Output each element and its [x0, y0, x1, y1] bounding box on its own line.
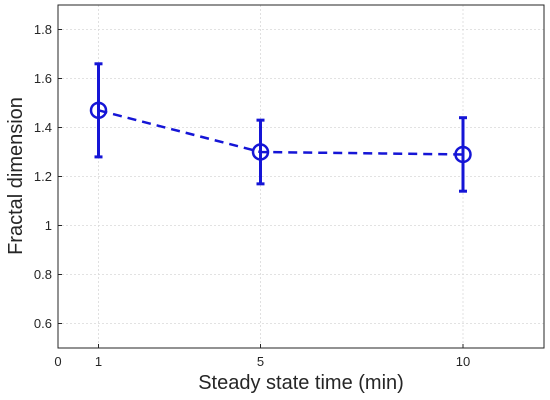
- series-line: [98, 109, 464, 156]
- x-tick-label: 1: [95, 354, 102, 369]
- y-tick-label: 1.8: [34, 22, 52, 37]
- axis-ticks: 0 1 5 10 0.6 0.8 1 1.2 1.4 1.6 1.8: [34, 22, 470, 369]
- x-axis-title: Steady state time (min): [198, 372, 404, 394]
- y-tick-label: 1.6: [34, 71, 52, 86]
- data-point: [251, 143, 270, 161]
- y-tick-label: 0.6: [34, 316, 52, 331]
- x-tick-label: 0: [54, 354, 61, 369]
- data-point: [89, 101, 108, 120]
- x-tick-label: 10: [456, 354, 470, 369]
- x-tick-label: 5: [257, 354, 264, 369]
- data-point: [454, 145, 472, 164]
- y-axis-title: Fractal dimension: [5, 97, 27, 255]
- grid-lines: [58, 5, 544, 348]
- y-tick-label: 1.4: [34, 120, 52, 135]
- y-tick-label: 1: [45, 218, 52, 233]
- data-series: [89, 62, 472, 193]
- y-tick-label: 0.8: [34, 267, 52, 282]
- y-tick-label: 1.2: [34, 169, 52, 184]
